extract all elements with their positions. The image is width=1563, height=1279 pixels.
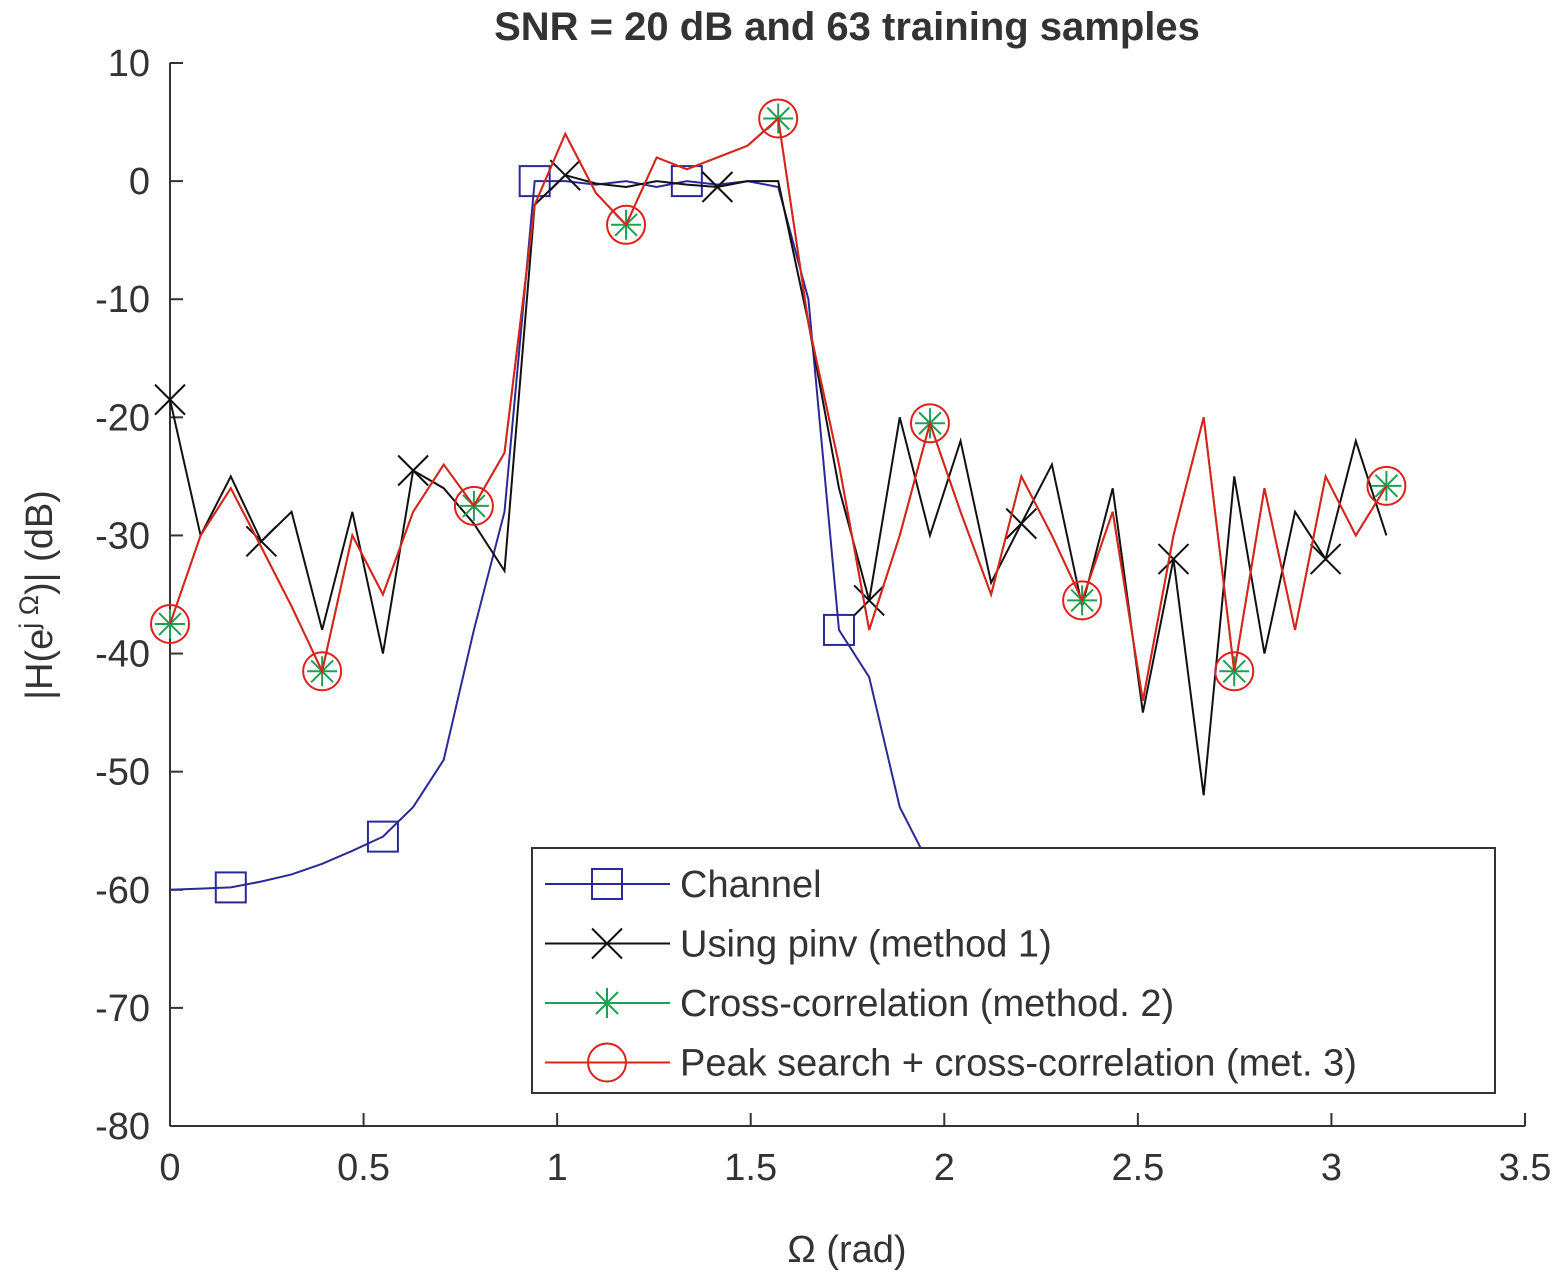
marker	[853, 584, 885, 617]
series	[154, 159, 1388, 796]
marker	[1366, 465, 1407, 506]
y-label-part: |H(e	[19, 629, 61, 700]
series-line	[169, 116, 1388, 701]
marker	[453, 485, 494, 526]
marker	[822, 613, 855, 646]
marker	[909, 403, 950, 444]
y-tick-label: -20	[95, 397, 150, 439]
marker	[606, 204, 647, 245]
x-tick-label: 0	[159, 1147, 180, 1189]
y-tick-label: -70	[95, 988, 150, 1030]
legend-label: Using pinv (method 1)	[680, 924, 1052, 966]
marker	[1062, 580, 1103, 621]
x-axis-label: Ω (rad)	[787, 1229, 906, 1271]
marker	[591, 927, 623, 960]
x-tick-label: 1.5	[724, 1147, 777, 1189]
y-tick-label: -50	[95, 752, 150, 794]
y-tick-label: -60	[95, 870, 150, 912]
x-tick-label: 3	[1321, 1147, 1342, 1189]
marker	[1214, 651, 1255, 692]
y-label-sup: j Ω	[14, 595, 44, 630]
marker	[758, 98, 799, 139]
y-tick-label: 10	[108, 43, 150, 85]
marker	[302, 651, 343, 692]
series	[150, 98, 1407, 701]
marker	[587, 1042, 627, 1083]
marker	[518, 165, 551, 198]
y-tick-label: -40	[95, 634, 150, 676]
marker	[366, 820, 399, 853]
x-tick-label: 2.5	[1111, 1147, 1164, 1189]
x-tick-label: 3.5	[1499, 1147, 1552, 1189]
marker	[245, 525, 278, 558]
marker	[214, 871, 247, 904]
marker	[592, 988, 622, 1018]
marker	[1157, 543, 1190, 575]
legend-label: Channel	[680, 864, 822, 906]
marker	[154, 383, 186, 416]
marker	[155, 609, 185, 640]
x-tick-label: 0.5	[337, 1147, 390, 1189]
x-tick-label: 1	[547, 1147, 568, 1189]
marker	[670, 165, 703, 198]
legend-label: Peak search + cross-correlation (met. 3)	[680, 1043, 1357, 1085]
chart-title: SNR = 20 dB and 63 training samples	[494, 5, 1200, 49]
marker	[549, 159, 581, 191]
marker	[150, 604, 190, 645]
y-tick-label: -10	[95, 279, 150, 321]
marker	[1309, 543, 1342, 575]
series-line	[169, 116, 1388, 701]
marker	[701, 171, 734, 203]
marker	[397, 454, 429, 487]
legend-box	[531, 847, 1496, 1094]
y-tick-label: -30	[95, 515, 150, 557]
marker	[591, 868, 623, 900]
x-tick-label: 2	[934, 1147, 955, 1189]
series	[155, 103, 1402, 701]
marker	[1005, 507, 1038, 540]
y-tick-label: -80	[95, 1106, 150, 1148]
legend-label: Cross-correlation (method. 2)	[680, 983, 1174, 1025]
y-tick-label: 0	[129, 161, 150, 203]
y-label-part: )| (dB)	[19, 490, 61, 595]
legend: Channel Using pinv (method 1) Cross-correl…	[531, 847, 1496, 1094]
series-line	[169, 174, 1388, 796]
y-axis-label: |H(ej Ω)| (dB)	[14, 490, 61, 700]
